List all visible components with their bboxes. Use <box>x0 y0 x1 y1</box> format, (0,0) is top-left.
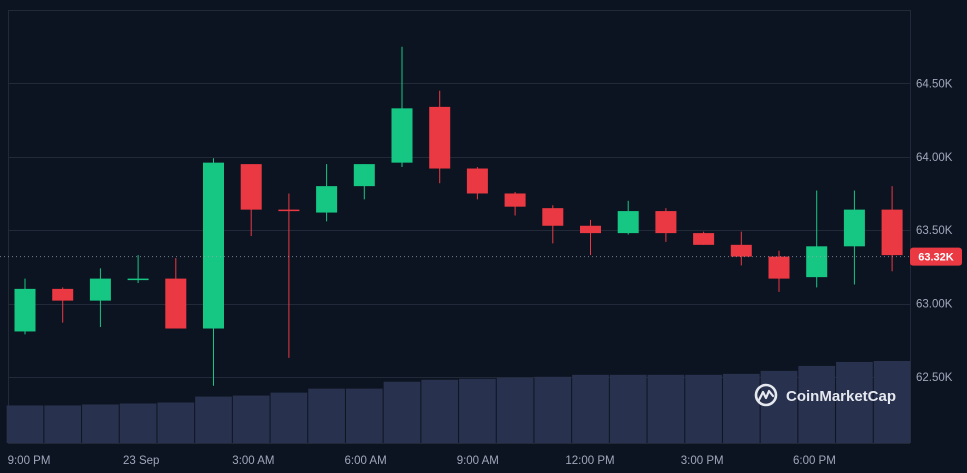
candle[interactable] <box>655 208 677 242</box>
candle[interactable] <box>768 250 790 292</box>
volume-bar <box>534 376 572 443</box>
candle[interactable] <box>693 231 715 245</box>
volume-bar <box>157 402 195 443</box>
candle[interactable] <box>278 193 300 358</box>
candle-body <box>240 164 262 210</box>
candle[interactable] <box>542 205 564 244</box>
x-tick-label: 6:00 PM <box>793 455 836 467</box>
volume-bar <box>496 377 534 443</box>
candle[interactable] <box>730 231 752 266</box>
candle[interactable] <box>89 268 111 328</box>
candle-body <box>14 288 36 332</box>
current-price-label: 63.32K <box>918 252 954 264</box>
x-tick-label: 6:00 AM <box>344 455 386 467</box>
candle-body <box>504 193 526 207</box>
volume-bar <box>308 388 345 443</box>
candle[interactable] <box>52 287 74 323</box>
candle-body <box>89 278 111 301</box>
volume-bar <box>685 374 722 443</box>
volume-bar <box>383 381 421 443</box>
candle[interactable] <box>391 46 413 168</box>
volume-bar <box>647 374 685 443</box>
volume-bars <box>6 361 911 443</box>
volume-bar <box>82 404 119 443</box>
candle-body <box>730 244 752 257</box>
candle-body <box>693 233 715 245</box>
y-tick-label: 64.50K <box>916 78 953 90</box>
candle-body <box>768 256 790 279</box>
volume-bar <box>232 395 270 443</box>
volume-bar <box>119 403 157 443</box>
candle[interactable] <box>203 158 224 386</box>
volume-bar <box>459 378 496 443</box>
candle-body <box>391 108 413 163</box>
x-tick-label: 23 Sep <box>123 455 159 467</box>
watermark-text: CoinMarketCap <box>786 388 896 405</box>
volume-bar <box>270 392 308 443</box>
candle[interactable] <box>316 164 338 222</box>
x-tick-label: 12:00 PM <box>565 455 614 467</box>
candle-body <box>278 209 300 212</box>
candle-body <box>52 288 74 301</box>
candles[interactable] <box>14 46 903 386</box>
candle[interactable] <box>806 190 828 288</box>
current-price-marker: 63.32K <box>0 247 962 266</box>
volume-bar <box>722 373 760 443</box>
x-axis: 9:00 PM 23 Sep 3:00 AM 6:00 AM 9:00 AM 12:00 … <box>8 455 836 467</box>
candle[interactable] <box>240 164 262 237</box>
volume-bar <box>609 374 647 443</box>
volume-bar <box>760 370 798 443</box>
x-tick-label: 3:00 PM <box>681 455 724 467</box>
volume-bar <box>421 379 459 443</box>
candle[interactable] <box>165 258 187 329</box>
candle-body <box>429 106 451 169</box>
candle[interactable] <box>580 219 601 256</box>
y-tick-label: 64.00K <box>916 152 953 164</box>
coinmarketcap-logo-icon <box>754 383 778 407</box>
volume-bar <box>572 374 609 443</box>
candle-body <box>580 225 601 234</box>
candle-body <box>466 168 488 194</box>
candle[interactable] <box>353 164 375 200</box>
candle-body <box>881 209 903 256</box>
volume-bar <box>873 361 911 443</box>
y-axis: 62.50K 63.00K 63.50K 64.00K 64.50K <box>916 78 953 384</box>
candle[interactable] <box>466 167 488 200</box>
candle-body <box>316 186 338 213</box>
y-tick-label: 62.50K <box>916 372 953 384</box>
x-tick-label: 9:00 PM <box>8 455 51 467</box>
candle[interactable] <box>843 190 865 285</box>
volume-bar <box>836 361 873 443</box>
candle[interactable] <box>127 255 149 284</box>
volume-bar <box>798 365 836 443</box>
candle[interactable] <box>14 278 36 335</box>
x-tick-label: 3:00 AM <box>232 455 274 467</box>
candle-body <box>542 208 564 226</box>
candle[interactable] <box>504 192 526 216</box>
volume-bar <box>6 405 44 443</box>
candle-body <box>843 209 865 247</box>
candle-body <box>165 278 187 329</box>
candle-body <box>617 211 639 234</box>
current-price-tag <box>910 247 962 266</box>
candle-body <box>353 164 375 187</box>
volume-bar <box>345 388 383 443</box>
volume-bar <box>195 396 232 443</box>
y-tick-label: 63.00K <box>916 299 953 311</box>
candle-body <box>806 246 828 278</box>
candle-body <box>655 211 677 234</box>
candle[interactable] <box>617 200 639 235</box>
grid <box>8 10 911 444</box>
coinmarketcap-watermark: CoinMarketCap <box>754 383 896 407</box>
y-tick-label: 63.50K <box>916 225 953 237</box>
candle-body <box>203 162 224 329</box>
candle[interactable] <box>429 90 451 184</box>
volume-bar <box>44 405 82 443</box>
candle-body <box>127 278 149 281</box>
x-tick-label: 9:00 AM <box>457 455 499 467</box>
